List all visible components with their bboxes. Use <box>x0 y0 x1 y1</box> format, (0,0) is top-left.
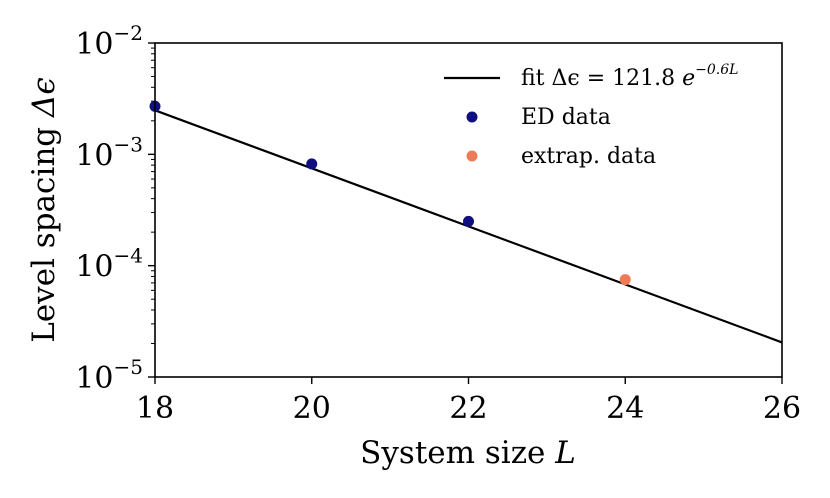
x-tick-label: 24 <box>606 391 644 426</box>
x-axis-label: System size L <box>360 435 576 471</box>
y-axis-ticks: 10−5 10−4 10−3 10−2 <box>75 21 155 396</box>
plot-frame <box>154 42 783 378</box>
legend-fit-label: fit Δϵ = 121.8 e−0.6L <box>521 62 738 91</box>
y-axis-label: Level spacing Δϵ <box>26 77 62 343</box>
y-tick-label: 10−4 <box>75 244 143 285</box>
legend-ed-marker <box>466 111 478 123</box>
legend-extrap-label: extrap. data <box>521 144 656 169</box>
x-tick-label: 26 <box>763 391 801 426</box>
y-tick-label: 10−2 <box>75 21 143 62</box>
legend: fit Δϵ = 121.8 e−0.6L ED data extrap. da… <box>444 62 738 169</box>
y-tick-label: 10−5 <box>75 355 143 396</box>
data-points <box>149 100 631 286</box>
ed-data-point <box>463 215 474 227</box>
x-tick-label: 20 <box>293 391 331 426</box>
y-tick-label: 10−3 <box>75 132 143 173</box>
legend-ed-label: ED data <box>521 105 611 130</box>
legend-extrap-marker <box>466 150 478 162</box>
x-tick-label: 18 <box>136 391 174 426</box>
ed-data-point <box>306 158 318 170</box>
extrap-data-point <box>619 274 631 286</box>
x-axis-ticks: 18 20 22 24 26 <box>136 377 801 426</box>
x-tick-label: 22 <box>449 391 487 426</box>
